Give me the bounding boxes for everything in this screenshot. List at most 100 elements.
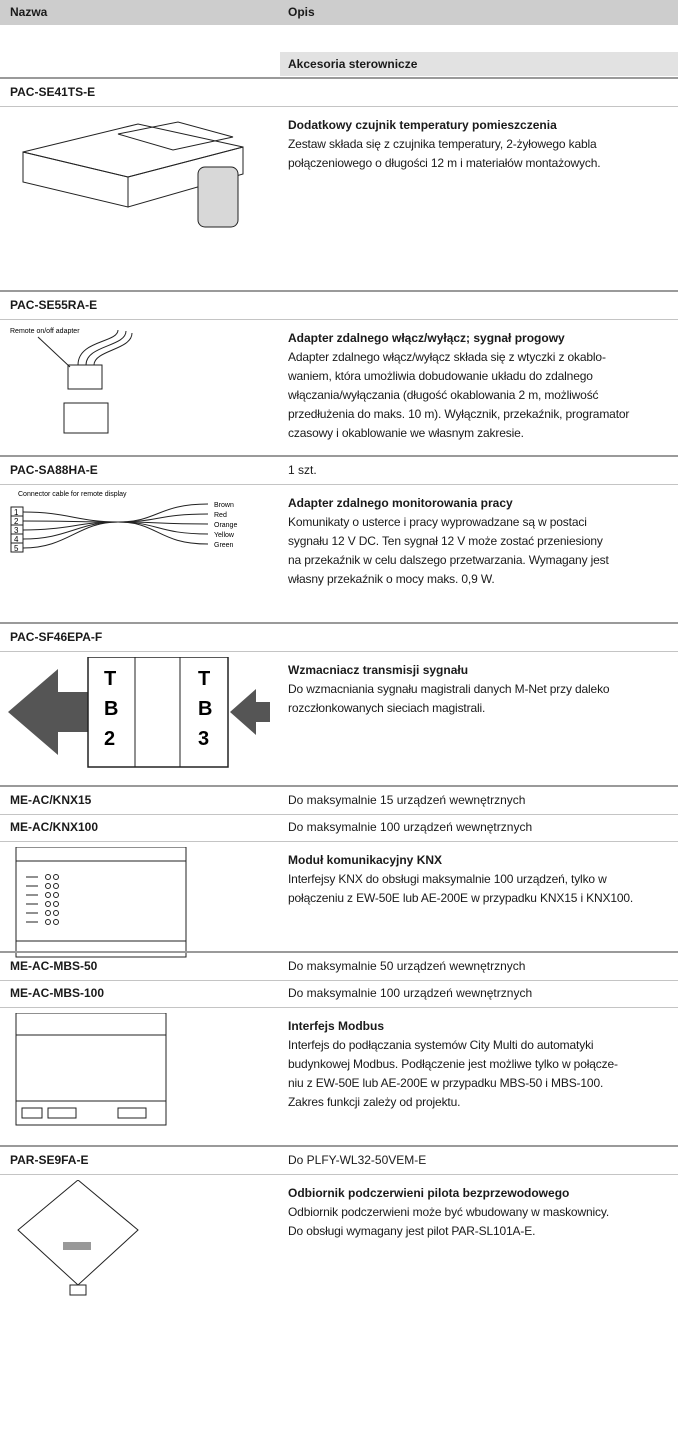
terminal-box bbox=[87, 657, 229, 768]
product-note: Do maksymalnie 50 urządzeń wewnętrznych bbox=[288, 959, 526, 973]
item-description: sygnału 12 V DC. Ten sygnał 12 V może zo… bbox=[288, 534, 603, 548]
item-description: niu z EW-50E lub AE-200E w przypadku MBS… bbox=[288, 1076, 604, 1090]
module bbox=[15, 847, 187, 958]
row-rule bbox=[0, 1007, 678, 1008]
wire-color: Green bbox=[214, 542, 234, 549]
pointer bbox=[37, 336, 71, 368]
product-code: ME-AC-MBS-100 bbox=[10, 986, 105, 1000]
led bbox=[45, 874, 51, 880]
led bbox=[53, 874, 59, 880]
item-title: Moduł komunikacyjny KNX bbox=[288, 853, 443, 867]
item-description: czasowy i okablowanie we własnym zakresi… bbox=[288, 426, 524, 440]
item-description: budynkowej Modbus. Podłączenie jest możl… bbox=[288, 1057, 618, 1071]
illustration: Remote on/off adapter bbox=[10, 328, 133, 434]
row-rule bbox=[0, 651, 678, 652]
item-description: Interfejs do podłączania systemów City M… bbox=[288, 1038, 594, 1052]
led bbox=[53, 901, 59, 907]
item-description: połączeniowego o długości 12 m i materia… bbox=[288, 156, 601, 170]
product-note: Do maksymalnie 100 urządzeń wewnętrznych bbox=[288, 986, 533, 1000]
led bbox=[53, 919, 59, 925]
product-note: Do PLFY-WL32-50VEM-E bbox=[288, 1153, 427, 1167]
terminal-number: 1 bbox=[14, 508, 19, 517]
item-description: Komunikaty o usterce i pracy wyprowadzan… bbox=[288, 515, 587, 529]
wire bbox=[22, 503, 209, 523]
item-description: Adapter zdalnego włącz/wyłącz składa się… bbox=[288, 350, 606, 364]
led bbox=[53, 910, 59, 916]
item-description: połączeniu z EW-50E lub AE-200E w przypa… bbox=[288, 891, 634, 905]
product-code: ME-AC-MBS-50 bbox=[10, 959, 98, 973]
item-description: Do wzmacniania sygnału magistrali danych… bbox=[288, 682, 610, 696]
illustration bbox=[17, 1180, 139, 1296]
product-note: 1 szt. bbox=[288, 463, 317, 477]
product-note: Do maksymalnie 100 urządzeń wewnętrznych bbox=[288, 820, 533, 834]
illustration: Connector cable for remote display 1 Brown… bbox=[10, 491, 237, 553]
item-title: Dodatkowy czujnik temperatury pomieszcze… bbox=[288, 118, 557, 132]
item-description: Zakres funkcji zależy od projektu. bbox=[288, 1095, 461, 1109]
led bbox=[45, 892, 51, 898]
item-description: Odbiornik podczerwieni może być wbudowan… bbox=[288, 1205, 610, 1219]
row-rule bbox=[0, 980, 678, 981]
item-title: Adapter zdalnego monitorowania pracy bbox=[288, 496, 513, 510]
wire bbox=[22, 521, 209, 540]
illustration bbox=[15, 1013, 167, 1126]
wires bbox=[77, 329, 133, 366]
image-label: Connector cable for remote display bbox=[18, 491, 127, 498]
section-rule bbox=[0, 1145, 678, 1147]
terminal-number: 2 bbox=[14, 517, 19, 526]
item-description: Do obsługi wymagany jest pilot PAR-SL101… bbox=[288, 1224, 536, 1238]
plug bbox=[67, 364, 103, 390]
row-rule bbox=[0, 841, 678, 842]
port bbox=[117, 1107, 147, 1119]
product-code: PAC-SE41TS-E bbox=[10, 85, 96, 99]
sensor bbox=[197, 166, 239, 228]
header-col1: Nazwa bbox=[10, 5, 48, 19]
item-description: własny przekaźnik o mocy maks. 0,9 W. bbox=[288, 572, 495, 586]
led bbox=[45, 919, 51, 925]
duct-opening bbox=[117, 121, 234, 151]
item-title: Odbiornik podczerwieni pilota bezprzewod… bbox=[288, 1186, 570, 1200]
category-bar bbox=[280, 52, 678, 76]
section-rule bbox=[0, 77, 678, 79]
module-cover bbox=[15, 1034, 167, 1102]
arrow-right bbox=[230, 689, 270, 735]
section-rule bbox=[0, 622, 678, 624]
socket bbox=[63, 402, 109, 434]
item-description: Interfejsy KNX do obsługi maksymalnie 10… bbox=[288, 872, 607, 886]
item-title: Adapter zdalnego włącz/wyłącz; sygnał pr… bbox=[288, 331, 565, 345]
category: Akcesoria sterownicze bbox=[288, 57, 418, 71]
product-code: PAC-SA88HA-E bbox=[10, 463, 98, 477]
item-description: włączania/wyłączania (długość okablowani… bbox=[288, 388, 599, 402]
product-code: PAR-SE9FA-E bbox=[10, 1153, 89, 1167]
receiver-window bbox=[63, 1242, 91, 1250]
section-rule bbox=[0, 785, 678, 787]
section-rule bbox=[0, 951, 678, 953]
product-code: PAC-SE55RA-E bbox=[10, 298, 98, 312]
section-rule bbox=[0, 290, 678, 292]
wire-color: Yellow bbox=[214, 532, 235, 539]
led bbox=[45, 910, 51, 916]
arrow-left bbox=[8, 669, 88, 755]
port bbox=[21, 1107, 43, 1119]
led bbox=[45, 901, 51, 907]
item-title: Interfejs Modbus bbox=[288, 1019, 385, 1033]
wire bbox=[22, 521, 209, 549]
terminal-letter: 2 bbox=[104, 728, 115, 750]
row-rule bbox=[0, 319, 678, 320]
illustration bbox=[22, 121, 244, 228]
receiver-tab bbox=[69, 1284, 87, 1296]
led bbox=[53, 892, 59, 898]
led bbox=[53, 883, 59, 889]
item-description: rozczłonkowanych sieciach magistrali. bbox=[288, 701, 486, 715]
wire-color: Brown bbox=[214, 502, 234, 509]
item-description: waniem, która umożliwia dobudowanie ukła… bbox=[288, 369, 593, 383]
header-col2: Opis bbox=[288, 5, 315, 19]
receiver bbox=[17, 1180, 139, 1286]
wire-color: Red bbox=[214, 512, 227, 519]
led bbox=[45, 883, 51, 889]
terminal-letter: T bbox=[198, 668, 210, 690]
row-rule bbox=[0, 106, 678, 107]
terminal-number: 4 bbox=[14, 535, 19, 544]
product-note: Do maksymalnie 15 urządzeń wewnętrznych bbox=[288, 793, 526, 807]
